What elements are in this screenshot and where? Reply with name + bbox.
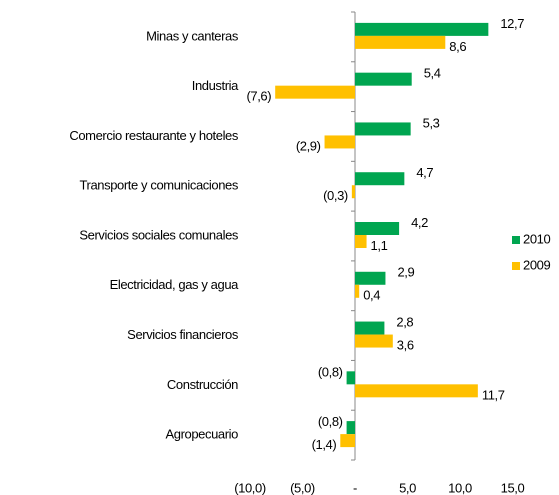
bar — [275, 85, 355, 99]
bar — [355, 22, 489, 36]
value-label: 4,7 — [416, 165, 433, 180]
value-label: (7,6) — [246, 89, 271, 104]
x-tick-label: (5,0) — [290, 480, 315, 495]
category-label: Industria — [192, 78, 239, 93]
value-label: 11,7 — [482, 387, 505, 402]
category-label: Servicios financieros — [127, 327, 239, 342]
value-label: 2,9 — [397, 265, 414, 280]
category-label: Servicios sociales comunales — [79, 227, 238, 242]
x-tick-label: - — [353, 480, 357, 495]
bar — [351, 185, 355, 199]
bar — [355, 172, 405, 186]
value-label: (0,8) — [318, 414, 343, 429]
value-label: 1,1 — [371, 238, 388, 253]
legend-label: 2010 — [523, 231, 550, 246]
category-label: Comercio restaurante y hoteles — [69, 128, 239, 143]
value-label: (0,3) — [323, 188, 348, 203]
category-label: Agropecuario — [165, 427, 238, 442]
x-tick-label: 5,0 — [399, 480, 416, 495]
value-label: 0,4 — [363, 288, 380, 303]
value-label: 5,3 — [423, 115, 440, 130]
value-label: (1,4) — [312, 437, 337, 452]
category-label: Electricidad, gas y agua — [110, 277, 240, 292]
value-label: 12,7 — [500, 16, 524, 31]
bar — [355, 72, 412, 86]
value-label: (2,9) — [296, 138, 321, 153]
value-label: (0,8) — [318, 364, 343, 379]
value-label: 3,6 — [397, 337, 414, 352]
bar — [346, 421, 355, 435]
x-tick-label: 15,0 — [501, 480, 525, 495]
bar — [340, 434, 355, 448]
value-label: 4,2 — [411, 215, 428, 230]
legend-label: 2009 — [523, 257, 550, 272]
value-label: 8,6 — [449, 39, 466, 54]
bar — [355, 271, 386, 285]
category-label: Transporte y comunicaciones — [79, 178, 238, 193]
value-label: 5,4 — [424, 66, 441, 81]
category-label: Construcción — [167, 377, 238, 392]
x-tick-label: (10,0) — [234, 480, 266, 495]
x-tick-label: 10,0 — [448, 480, 472, 495]
bar — [355, 235, 367, 248]
bar — [355, 384, 478, 398]
value-label: 2,8 — [396, 314, 413, 329]
bar — [324, 135, 355, 149]
bar — [346, 371, 355, 385]
bar — [355, 35, 446, 49]
legend-swatch — [512, 236, 520, 244]
bar — [355, 321, 385, 335]
bar — [355, 122, 411, 136]
legend-swatch — [512, 262, 520, 270]
bar — [355, 334, 393, 348]
category-label: Minas y canteras — [146, 28, 239, 43]
bar — [355, 222, 400, 235]
bar — [355, 284, 360, 298]
